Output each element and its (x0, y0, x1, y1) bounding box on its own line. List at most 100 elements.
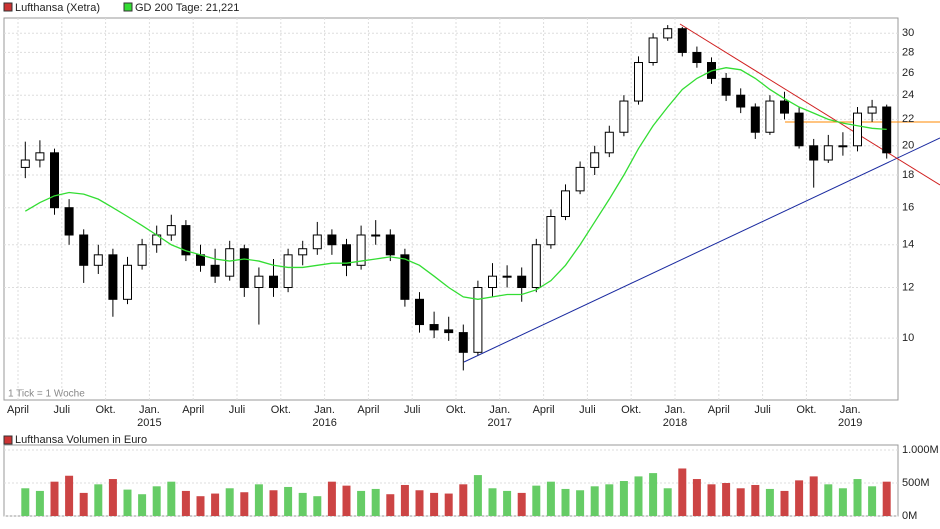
x-tick-label: Juli (404, 404, 421, 416)
x-tick-label: Okt. (621, 404, 641, 416)
x-tick-label: Jan. (139, 404, 160, 416)
volume-bar (254, 484, 263, 516)
trend-line (679, 23, 940, 186)
x-tick-label: Juli (754, 404, 771, 416)
x-tick-label: April (533, 404, 555, 416)
candle-body (327, 234, 337, 246)
volume-bar (678, 468, 687, 516)
candle-body (239, 248, 249, 289)
volume-bar (634, 476, 643, 516)
x-tick-label: Okt. (271, 404, 291, 416)
volume-bar (225, 488, 234, 516)
volume-bar (181, 490, 190, 516)
volume-bar (269, 490, 278, 516)
candle-body (385, 234, 395, 256)
y-tick-label: 16 (902, 202, 914, 214)
candle-body (882, 106, 892, 154)
volume-bar (371, 488, 380, 516)
trend-line (463, 137, 940, 363)
volume-bar (663, 488, 672, 516)
candle-body (298, 248, 308, 256)
y-tick-label: 14 (902, 239, 914, 251)
candle-body (692, 51, 702, 64)
candle-body (93, 254, 103, 266)
price-frame (3, 17, 899, 401)
candle-body (561, 190, 570, 218)
volume-bar (240, 492, 249, 516)
candle-body (166, 225, 176, 236)
candle-body (780, 100, 789, 114)
candle-body (50, 152, 59, 209)
volume-bar (532, 485, 541, 516)
volume-bar (342, 485, 351, 516)
x-tick-label: Jan. (489, 404, 510, 416)
candle-body (210, 264, 220, 277)
y-tick-label: 26 (902, 67, 914, 79)
volume-bar (35, 490, 44, 516)
volume-bar (284, 486, 293, 516)
y-tick-label: 22 (902, 113, 914, 125)
volume-bar (415, 490, 424, 516)
candle-body (823, 145, 833, 161)
volume-bar (21, 488, 30, 516)
y-tick-label: 18 (902, 169, 914, 181)
candle-body (415, 298, 424, 326)
volume-bar (736, 488, 745, 516)
volume-bar (882, 481, 891, 516)
candle-body (619, 100, 629, 133)
legend-swatch (3, 435, 13, 445)
volume-bar (868, 486, 877, 516)
year-label: 2018 (663, 417, 687, 429)
moving-average (24, 67, 887, 300)
volume-bar (649, 473, 658, 516)
candle-body (765, 100, 775, 133)
candle-body (531, 244, 541, 289)
y-tick-label: 24 (902, 89, 914, 101)
year-label: 2019 (838, 417, 862, 429)
y-tick-label: 500M (902, 477, 930, 489)
candle-body (750, 106, 760, 133)
volume-bar (780, 490, 789, 516)
volume-bar (357, 490, 366, 516)
x-tick-label: Okt. (446, 404, 466, 416)
candle-body (269, 275, 278, 289)
volume-bar (211, 493, 220, 516)
y-tick-label: 12 (902, 281, 914, 293)
candle-body (736, 94, 746, 108)
candle-body (312, 234, 322, 250)
volume-bar (196, 496, 205, 516)
candle-body (225, 248, 235, 277)
x-tick-label: Okt. (96, 404, 116, 416)
candle-body (634, 62, 643, 102)
candle-body (429, 324, 439, 331)
candle-body (517, 275, 527, 289)
y-tick-label: 30 (902, 27, 914, 39)
volume-bar (167, 481, 176, 516)
legend-label: GD 200 Tage: 21,221 (135, 2, 239, 14)
volume-bar (488, 488, 497, 516)
candle-body (79, 234, 89, 266)
candle-body (488, 275, 497, 289)
candle-body (137, 244, 147, 266)
volume-bar (313, 496, 322, 516)
volume-bar (327, 481, 336, 516)
volume-bar (444, 493, 453, 516)
candle-body (473, 287, 483, 353)
chart-title: Lufthansa (Xetra) (15, 2, 100, 14)
volume-bar (692, 479, 701, 516)
x-tick-label: Juli (229, 404, 246, 416)
volume-bar (765, 488, 774, 516)
note: 1 Tick = 1 Woche (8, 389, 85, 400)
y-tick-label: 28 (902, 46, 914, 58)
x-tick-label: Jan. (840, 404, 861, 416)
candle-body (458, 332, 468, 353)
candle-body (35, 152, 45, 161)
x-tick-label: April (708, 404, 730, 416)
candle-body (108, 254, 118, 300)
y-tick-label: 10 (902, 332, 914, 344)
x-tick-label: Okt. (796, 404, 816, 416)
volume-title: Lufthansa Volumen in Euro (15, 434, 147, 446)
year-label: 2016 (312, 417, 336, 429)
candle-body (663, 28, 673, 39)
